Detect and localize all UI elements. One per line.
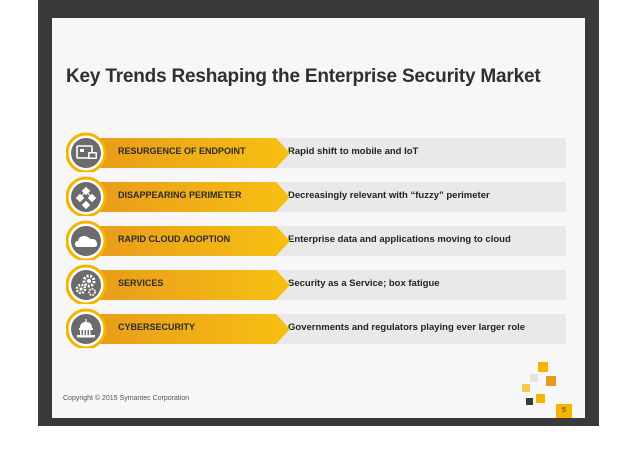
trend-description: Security as a Service; box fatigue (288, 278, 440, 289)
cloud-icon (75, 236, 98, 247)
trend-arrow (66, 132, 290, 172)
decorative-square (546, 376, 556, 386)
trend-description: Governments and regulators playing ever … (288, 322, 526, 333)
devices-icon (76, 145, 97, 159)
slide: Key Trends Reshaping the Enterprise Secu… (52, 18, 585, 418)
trend-description-bar: Security as a Service; box fatigue (276, 270, 566, 300)
trend-row-cybersecurity: Governments and regulators playing ever … (66, 308, 566, 348)
trend-description: Decreasingly relevant with “fuzzy” perim… (288, 190, 490, 201)
decorative-square (522, 384, 530, 392)
capitol-icon (77, 319, 95, 338)
network-icon (75, 186, 97, 210)
trend-description: Rapid shift to mobile and IoT (288, 146, 419, 157)
trend-description-bar: Enterprise data and applications moving … (276, 226, 566, 256)
trend-description: Enterprise data and applications moving … (288, 234, 511, 245)
trend-label: RAPID CLOUD ADOPTION (118, 234, 231, 244)
trend-arrow (66, 176, 290, 216)
trend-description-bar: Rapid shift to mobile and IoT (276, 138, 566, 168)
gears-icon (75, 274, 96, 296)
decorative-square (530, 374, 538, 382)
trend-row-resurgence-of-endpoint: Rapid shift to mobile and IoT RESURGENCE… (66, 132, 566, 172)
trend-description-bar: Governments and regulators playing ever … (276, 314, 566, 344)
trend-row-rapid-cloud-adoption: Enterprise data and applications moving … (66, 220, 566, 260)
decorative-square (538, 362, 548, 372)
decorative-square (536, 394, 545, 403)
trend-label: RESURGENCE OF ENDPOINT (118, 146, 246, 156)
trend-label: CYBERSECURITY (118, 322, 196, 332)
decorative-square (526, 398, 533, 405)
trend-label: DISAPPEARING PERIMETER (118, 190, 242, 200)
trend-row-services: Security as a Service; box fatigue SERVI… (66, 264, 566, 304)
copyright-text: Copyright © 2015 Symantec Corporation (63, 395, 190, 402)
trend-description-bar: Decreasingly relevant with “fuzzy” perim… (276, 182, 566, 212)
trend-label: SERVICES (118, 278, 164, 288)
slide-title: Key Trends Reshaping the Enterprise Secu… (66, 66, 541, 87)
trend-row-disappearing-perimeter: Decreasingly relevant with “fuzzy” perim… (66, 176, 566, 216)
page-number: 5 (556, 404, 572, 418)
